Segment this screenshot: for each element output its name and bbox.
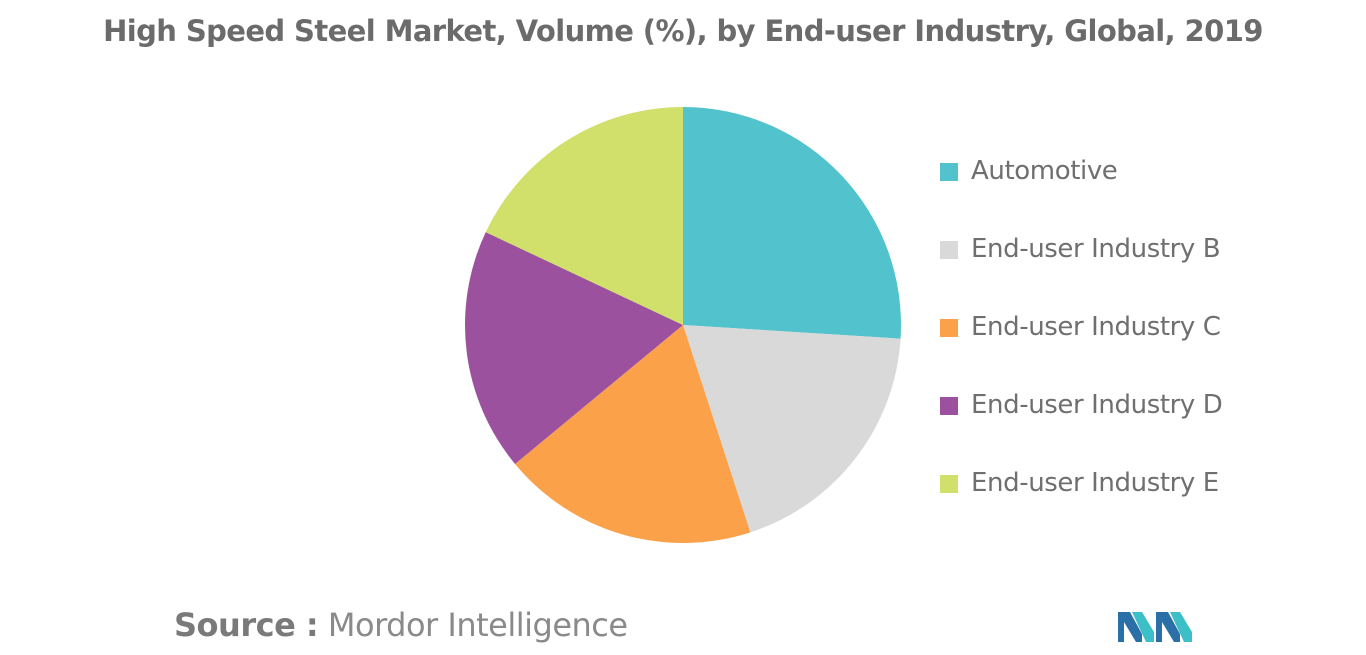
- legend-label-industry-b: End-user Industry B: [971, 234, 1221, 264]
- mordor-intelligence-logo-icon: [1118, 612, 1192, 642]
- legend: Automotive End-user Industry B End-user …: [940, 150, 1223, 540]
- chart-title: High Speed Steel Market, Volume (%), by …: [103, 14, 1263, 48]
- pie-slice-industry-d: [465, 232, 683, 464]
- legend-label-industry-d: End-user Industry D: [971, 390, 1223, 420]
- legend-swatch-industry-b: [940, 241, 958, 259]
- legend-label-industry-e: End-user Industry E: [971, 468, 1219, 498]
- legend-swatch-automotive: [940, 163, 958, 181]
- legend-label-automotive: Automotive: [971, 156, 1118, 186]
- legend-swatch-industry-c: [940, 319, 958, 337]
- source-note: Source : Mordor Intelligence: [174, 606, 628, 644]
- pie-slice-industry-e: [485, 107, 683, 325]
- source-text: Mordor Intelligence: [327, 606, 628, 644]
- legend-swatch-industry-e: [940, 475, 958, 493]
- legend-label-industry-c: End-user Industry C: [971, 312, 1221, 342]
- legend-item-industry-d: End-user Industry D: [940, 384, 1223, 462]
- pie-slice-industry-b: [683, 325, 901, 533]
- legend-swatch-industry-d: [940, 397, 958, 415]
- pie-slice-industry-c: [515, 325, 751, 544]
- source-prefix: Source :: [174, 606, 319, 644]
- pie-slice-automotive: [683, 107, 901, 339]
- legend-item-automotive: Automotive: [940, 150, 1222, 228]
- legend-item-industry-e: End-user Industry E: [940, 462, 1222, 540]
- legend-item-industry-b: End-user Industry B: [940, 228, 1222, 306]
- legend-item-industry-c: End-user Industry C: [940, 306, 1222, 384]
